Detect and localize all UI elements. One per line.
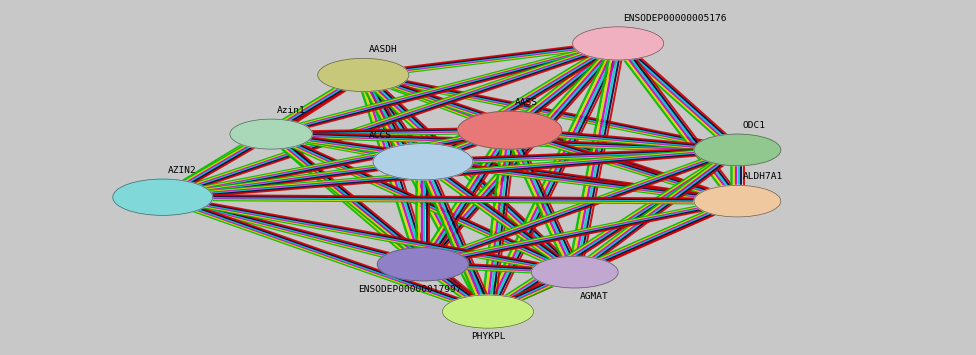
Text: AZIN2: AZIN2 [168,166,197,175]
Text: AASS: AASS [515,98,538,107]
Text: PHYKPL: PHYKPL [470,332,506,341]
Text: AGMAT: AGMAT [580,292,609,301]
Circle shape [378,248,468,281]
Circle shape [318,58,409,92]
Text: ACCS: ACCS [369,131,391,140]
Text: ENSODEP00000005176: ENSODEP00000005176 [624,14,727,23]
Text: AASDH: AASDH [369,45,397,54]
Circle shape [531,256,618,288]
Circle shape [373,143,472,180]
Circle shape [573,27,664,60]
Text: Azin1: Azin1 [276,106,305,115]
Text: ODC1: ODC1 [743,121,766,130]
Circle shape [113,179,213,215]
Text: ALDH7A1: ALDH7A1 [743,173,783,181]
Circle shape [442,295,534,328]
Text: ENSODEP00000017997: ENSODEP00000017997 [358,285,462,294]
Circle shape [694,134,781,166]
Circle shape [458,111,562,149]
Circle shape [230,119,312,149]
Circle shape [694,185,781,217]
